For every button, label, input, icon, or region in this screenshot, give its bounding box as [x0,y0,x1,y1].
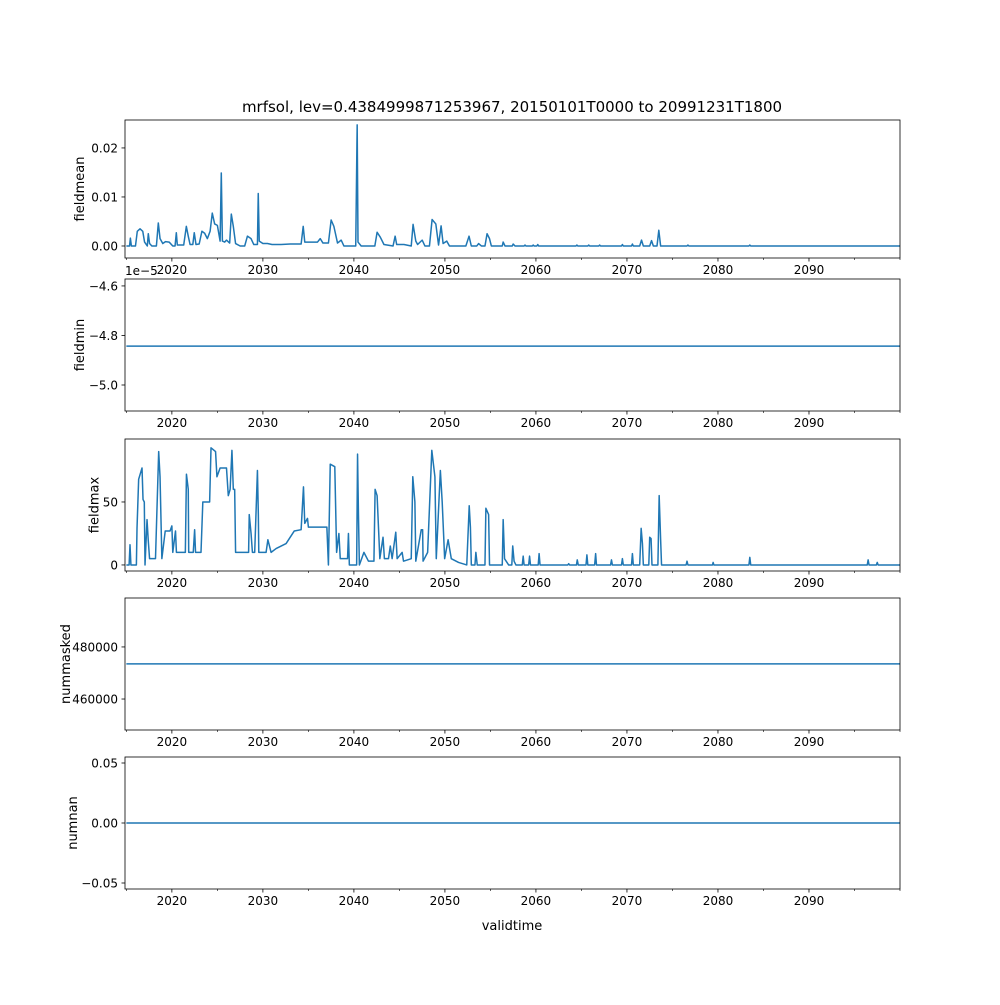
subplot-numnan: 2020 2030 2040 2050 2060 2070 2080 2090 −0.05 0.0… [66,757,901,908]
y-axis-label: fieldmin [73,319,88,372]
x-tick-label: 2070 [612,894,643,908]
x-tick-label: 2040 [339,894,370,908]
y-tick-label: 0.05 [91,757,118,771]
axes-frame [124,119,901,259]
x-tick-label: 2060 [521,576,552,590]
series-line-fieldmean [126,124,900,247]
x-tick-label: 2020 [157,894,188,908]
x-tick-label: 2080 [703,894,734,908]
y-axis-label: fieldmean [73,157,88,222]
x-tick-label: 2090 [794,263,825,277]
y-tick-label: 460000 [72,693,118,707]
x-tick-label: 2090 [794,416,825,430]
x-tick-label: 2050 [430,576,461,590]
x-tick-label: 2080 [703,735,734,749]
subplot-fieldmax: 2020 2030 2040 2050 2060 2070 2080 2090 0 50field… [88,438,901,590]
y-tick-label: 0.01 [91,190,118,204]
x-tick-label: 2020 [157,263,188,277]
y-offset-label: 1e−5 [125,264,158,278]
x-tick-label: 2040 [339,263,370,277]
axes-frame [124,278,901,412]
x-tick-label: 2070 [612,576,643,590]
x-tick-label: 2040 [339,416,370,430]
y-tick-label: 0 [110,558,118,572]
x-tick-label: 2030 [248,735,279,749]
subplot-nummasked: 2020 2030 2040 2050 2060 2070 2080 2090 460000 48… [59,597,901,749]
x-tick-label: 2090 [794,735,825,749]
y-axis-label: fieldmax [88,477,103,534]
x-tick-label: 2050 [430,416,461,430]
x-tick-label: 2080 [703,263,734,277]
axes-frame [124,438,901,572]
y-axis-label: nummasked [59,624,74,704]
x-tick-label: 2020 [157,576,188,590]
x-tick-label: 2020 [157,416,188,430]
x-tick-label: 2040 [339,735,370,749]
x-tick-label: 2080 [703,416,734,430]
y-tick-label: −5.0 [89,378,118,392]
chart-title: mrfsol, lev=0.4384999871253967, 20150101… [242,98,782,116]
x-tick-label: 2050 [430,735,461,749]
y-tick-label: 480000 [72,640,118,654]
y-tick-label: 0.02 [91,141,118,155]
y-tick-label: 50 [103,495,118,509]
x-tick-label: 2070 [612,735,643,749]
x-tick-label: 2070 [612,416,643,430]
y-tick-label: −4.6 [89,279,118,293]
x-tick-label: 2050 [430,894,461,908]
x-tick-label: 2060 [521,263,552,277]
x-axis-label: validtime [482,919,543,934]
x-tick-label: 2040 [339,576,370,590]
subplot-fieldmean: 2020 2030 2040 2050 2060 2070 2080 2090 0.00 0.01… [73,119,901,277]
axes-frame [124,597,901,731]
y-tick-label: −0.05 [81,877,118,891]
x-tick-label: 2030 [248,576,279,590]
y-tick-label: 0.00 [91,239,118,253]
x-tick-label: 2060 [521,735,552,749]
x-tick-label: 2020 [157,735,188,749]
x-tick-label: 2080 [703,576,734,590]
y-axis-label: numnan [66,796,81,850]
x-tick-label: 2090 [794,576,825,590]
series-line-fieldmax [126,447,900,566]
x-tick-label: 2050 [430,263,461,277]
x-tick-label: 2060 [521,894,552,908]
x-tick-label: 2060 [521,416,552,430]
x-tick-label: 2030 [248,894,279,908]
subplot-fieldmin: 2020 2030 2040 2050 2060 2070 2080 2090 −5.0 −4.8… [73,264,901,430]
y-tick-label: −4.8 [89,329,118,343]
x-tick-label: 2090 [794,894,825,908]
x-tick-label: 2030 [248,263,279,277]
x-tick-label: 2030 [248,416,279,430]
x-tick-label: 2070 [612,263,643,277]
y-tick-label: 0.00 [91,817,118,831]
